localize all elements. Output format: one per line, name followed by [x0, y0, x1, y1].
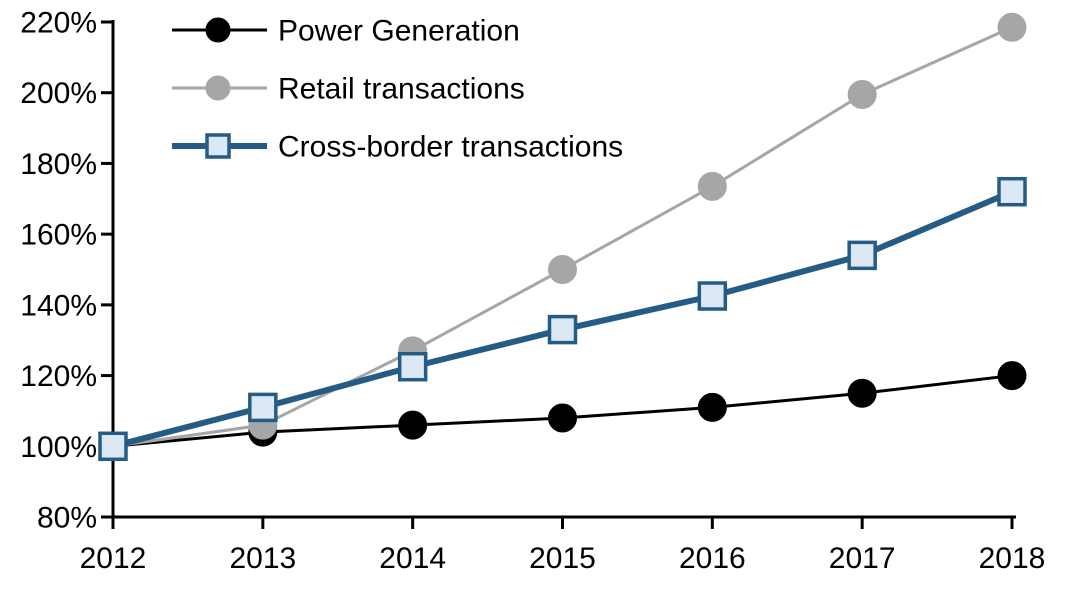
series-line-1 [112, 25, 1013, 448]
y-tick-label: 140% [20, 289, 97, 322]
data-point-marker [547, 314, 578, 345]
x-tick-label: 2018 [979, 542, 1046, 575]
data-point-marker [847, 378, 877, 408]
legend-label: Retail transactions [278, 73, 525, 106]
data-point-marker [697, 171, 727, 201]
circle-marker-icon [205, 75, 231, 101]
data-point-marker [847, 79, 877, 109]
data-point-marker [697, 281, 728, 311]
data-point-marker [697, 392, 727, 422]
data-point-marker [847, 240, 877, 271]
data-point-marker [397, 351, 428, 382]
data-point-marker [248, 392, 278, 423]
x-tick-label: 2017 [829, 542, 896, 575]
legend-label: Power Generation [278, 15, 520, 48]
legend-label: Cross-border transactions [278, 131, 623, 164]
data-point-marker [548, 403, 577, 433]
data-point-marker [997, 12, 1027, 42]
data-point-marker [98, 431, 128, 462]
y-tick-label: 80% [37, 502, 97, 535]
legend-item-power-generation: Power Generation [172, 15, 520, 48]
data-point-marker [997, 361, 1027, 391]
legend-item-retail-transactions: Retail transactions [172, 73, 525, 106]
data-point-marker [548, 255, 577, 284]
y-tick-label: 160% [20, 219, 97, 252]
x-tick-label: 2016 [679, 542, 746, 575]
data-point-marker [398, 410, 428, 440]
x-tick-label: 2014 [379, 542, 446, 575]
x-tick-label: 2015 [529, 542, 596, 575]
legend: Power Generation Retail transactions Cro… [172, 15, 623, 164]
y-tick-label: 120% [20, 360, 97, 393]
data-point-marker [997, 176, 1027, 207]
circle-marker-icon [205, 17, 231, 43]
y-tick-label: 100% [20, 431, 97, 464]
y-tick-label: 180% [20, 148, 97, 181]
square-marker-icon [205, 133, 231, 159]
x-tick-label: 2012 [80, 542, 147, 575]
y-tick-label: 200% [20, 77, 97, 110]
legend-item-cross-border-transactions: Cross-border transactions [172, 131, 623, 164]
data-series [98, 12, 1027, 462]
x-axis-ticks: 2012 2013 2014 2015 2016 2017 2018 [80, 517, 1046, 575]
y-tick-label: 220% [20, 7, 97, 40]
x-tick-label: 2013 [229, 542, 296, 575]
y-axis-ticks: 80% 100% 120% 140% 160% 180% 200% 220% [20, 7, 113, 535]
